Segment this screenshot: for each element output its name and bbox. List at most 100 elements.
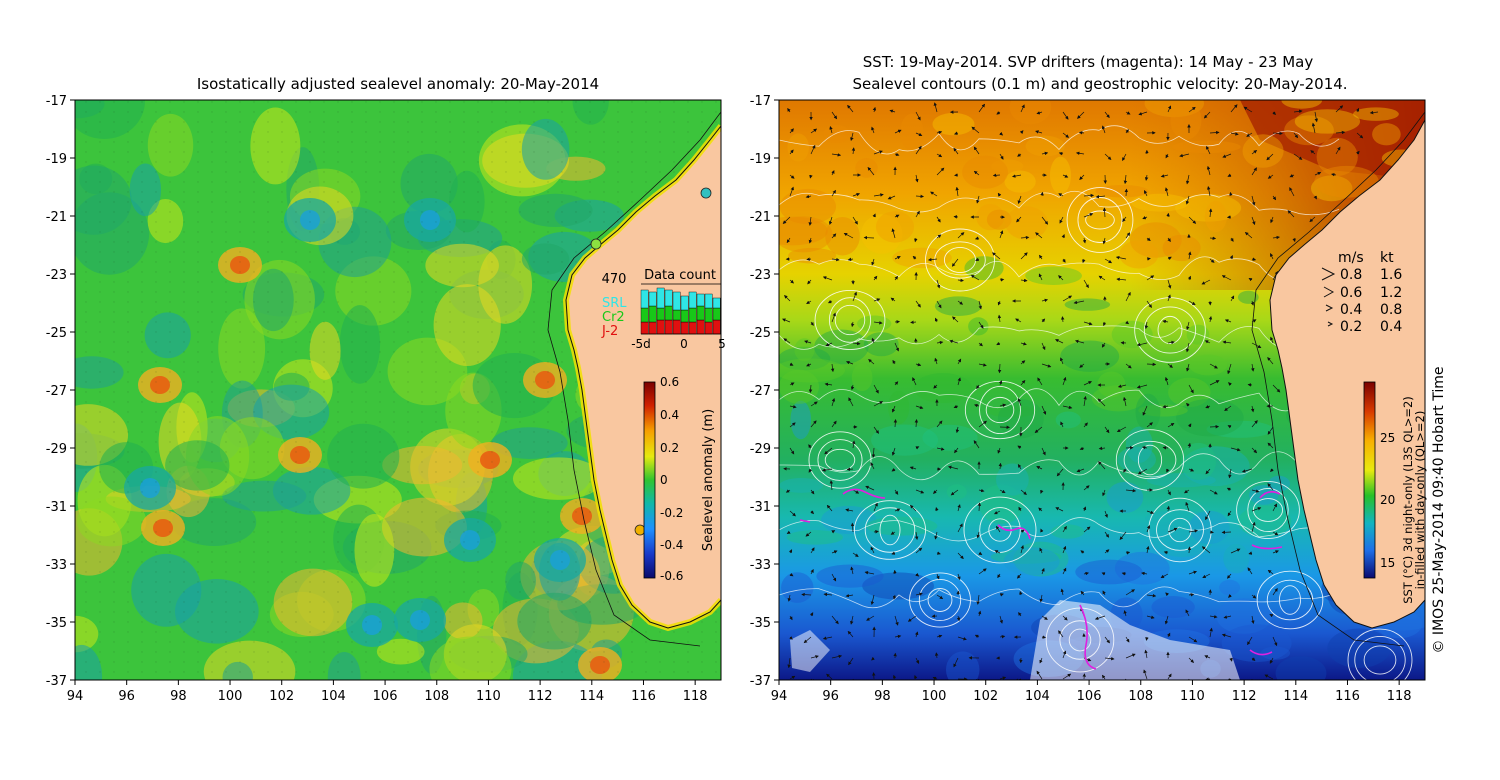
- velocity-arrow: [957, 504, 961, 512]
- velocity-arrow: [1310, 150, 1316, 155]
- velocity-arrow: [892, 594, 897, 600]
- sst-patch: [862, 572, 935, 600]
- velocity-arrow: [1041, 342, 1046, 351]
- count-tick: 0: [680, 337, 688, 351]
- velocity-arrow: [1188, 300, 1196, 306]
- velocity-arrow: [830, 363, 835, 373]
- velocity-arrow: [1104, 510, 1108, 518]
- y-tick-label: -31: [750, 500, 771, 515]
- velocity-arrow: [997, 447, 1001, 454]
- velocity-arrow: [1020, 545, 1024, 554]
- sst-patch: [1372, 123, 1401, 146]
- velocity-arrow: [909, 466, 917, 470]
- left-axes: 94 96 98 100 102 104 106 108 110 112 114 116 118 -17 -…: [46, 94, 708, 704]
- velocity-arrow: [873, 298, 881, 302]
- velocity-arrow: [1243, 106, 1253, 113]
- velocity-arrow: [1272, 111, 1276, 116]
- velocity-arrow: [1185, 195, 1190, 205]
- velocity-arrow: [1123, 610, 1127, 617]
- sst-patch: [1004, 170, 1036, 193]
- velocity-arrow: [936, 234, 942, 239]
- velocity-arrow: [936, 340, 944, 345]
- velocity-arrow: [1101, 125, 1106, 134]
- velocity-arrow: [852, 489, 860, 494]
- contour-line: [864, 507, 916, 553]
- velocity-arrow: [1062, 174, 1069, 178]
- velocity-arrow: [824, 382, 833, 387]
- sst-patch: [1186, 324, 1210, 345]
- velocity-arrow: [957, 636, 967, 641]
- tide-gauge-marker: [634, 524, 646, 536]
- sst-patch: [1188, 510, 1230, 545]
- count-bar-segment: [696, 319, 705, 335]
- velocity-arrow: [821, 468, 833, 472]
- velocity-arrow: [1020, 379, 1026, 386]
- x-tick-label: 116: [631, 689, 656, 704]
- velocity-arrow: [831, 189, 836, 197]
- x-tick-label: 108: [424, 689, 449, 704]
- velocity-arrow: [1141, 571, 1148, 576]
- velocity-arrow: [1314, 171, 1322, 176]
- velocity-arrow: [974, 236, 980, 240]
- velocity-arrow: [1226, 487, 1232, 492]
- velocity-arrow: [810, 128, 818, 134]
- velocity-arrow: [822, 636, 833, 640]
- velocity-arrow: [848, 657, 854, 666]
- ssh-colorbar-gradient: [643, 381, 656, 579]
- contour-line: [1059, 620, 1101, 660]
- velocity-arrow: [936, 551, 941, 555]
- velocity-arrow: [873, 384, 879, 394]
- velocity-arrow: [1167, 279, 1172, 289]
- velocity-arrow: [1082, 237, 1087, 244]
- velocity-arrow: [1289, 174, 1295, 178]
- velocity-arrow: [1035, 232, 1043, 239]
- velocity-arrow: [1083, 321, 1093, 326]
- velocity-arrow: [1041, 318, 1046, 323]
- count-bar-segment: [712, 297, 721, 309]
- velocity-arrow: [789, 510, 796, 517]
- velocity-arrow: [1267, 442, 1274, 449]
- sst-patch: [932, 112, 975, 136]
- velocity-arrow: [976, 384, 980, 390]
- x-tick-label: 118: [683, 689, 708, 704]
- velocity-arrow: [1017, 463, 1022, 470]
- velocity-arrow: [978, 342, 983, 347]
- sst-patch: [1353, 107, 1399, 121]
- velocity-arrow: [789, 279, 794, 284]
- velocity-arrow: [1269, 657, 1274, 664]
- ssh-cbar-tick: -0.2: [660, 506, 683, 520]
- velocity-arrow: [915, 132, 923, 137]
- velocity-arrow: [831, 233, 837, 239]
- sst-patch: [934, 296, 982, 316]
- velocity-arrow: [1188, 529, 1199, 533]
- velocity-arrow: [936, 130, 943, 135]
- velocity-arrow: [831, 420, 837, 428]
- velocity-arrow: [1186, 402, 1190, 407]
- velocity-arrow: [1230, 237, 1234, 242]
- velocity-arrow: [810, 144, 816, 155]
- velocity-arrow: [1119, 531, 1127, 541]
- velocity-arrow: [1267, 357, 1274, 365]
- velocity-arrow: [1185, 174, 1190, 185]
- sst-patch: [779, 369, 820, 404]
- velocity-arrow: [936, 279, 941, 289]
- sst-patch: [1189, 354, 1228, 376]
- svp-drifters: [799, 488, 1283, 670]
- sst-colorbar-gradient: [1363, 381, 1376, 579]
- velocity-arrow: [915, 489, 925, 494]
- velocity-arrow: [851, 440, 856, 449]
- velocity-arrow: [1205, 468, 1211, 475]
- sst-patch: [990, 549, 1062, 564]
- ssh-colorbar: 0.6 0.4 0.2 0 -0.2 -0.4 -0.6 Sealevel an…: [643, 375, 716, 583]
- drifter-track: [799, 519, 811, 523]
- vel-kt: 1.2: [1380, 285, 1402, 301]
- velocity-arrow: [1230, 295, 1235, 302]
- sst-patch: [1242, 134, 1284, 168]
- velocity-arrow: [1062, 650, 1067, 659]
- sst-patch: [1095, 184, 1149, 198]
- velocity-arrow: [915, 405, 924, 410]
- velocity-arrow: [784, 295, 791, 302]
- velocity-arrow: [894, 634, 902, 639]
- velocity-arrow: [933, 384, 938, 389]
- velocity-arrow: [1036, 670, 1043, 680]
